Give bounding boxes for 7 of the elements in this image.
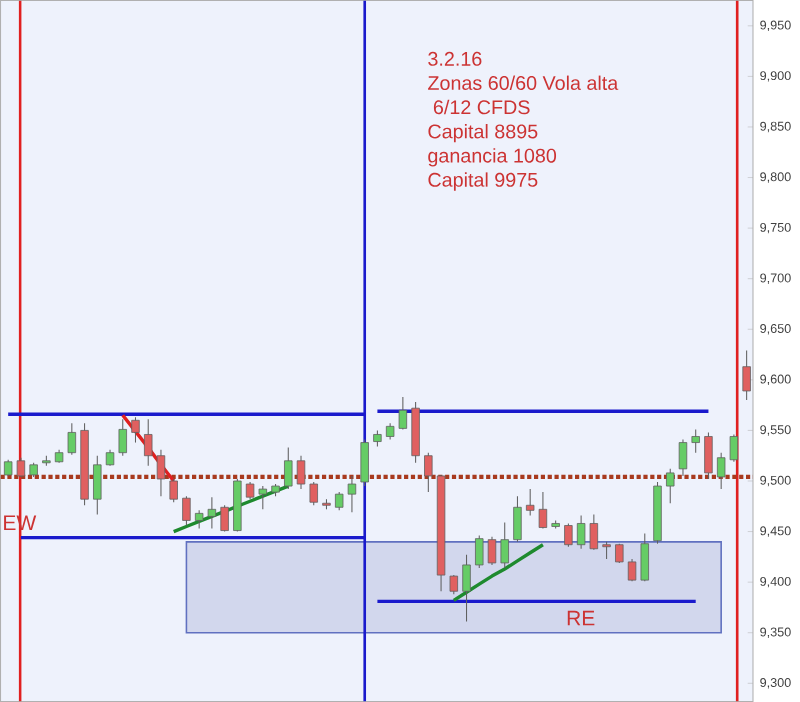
annotation: Capital 8895 [428,123,538,143]
annotation: Capital 9975 [428,172,538,191]
annotation: ganancia 1080 [428,148,557,167]
annotation: Zonas 60/60 Vola alta [428,75,619,91]
annotation: RE [567,610,595,626]
annotation: 6/12 CFDS [433,99,530,115]
annotation: 3.2.16 [428,51,482,66]
